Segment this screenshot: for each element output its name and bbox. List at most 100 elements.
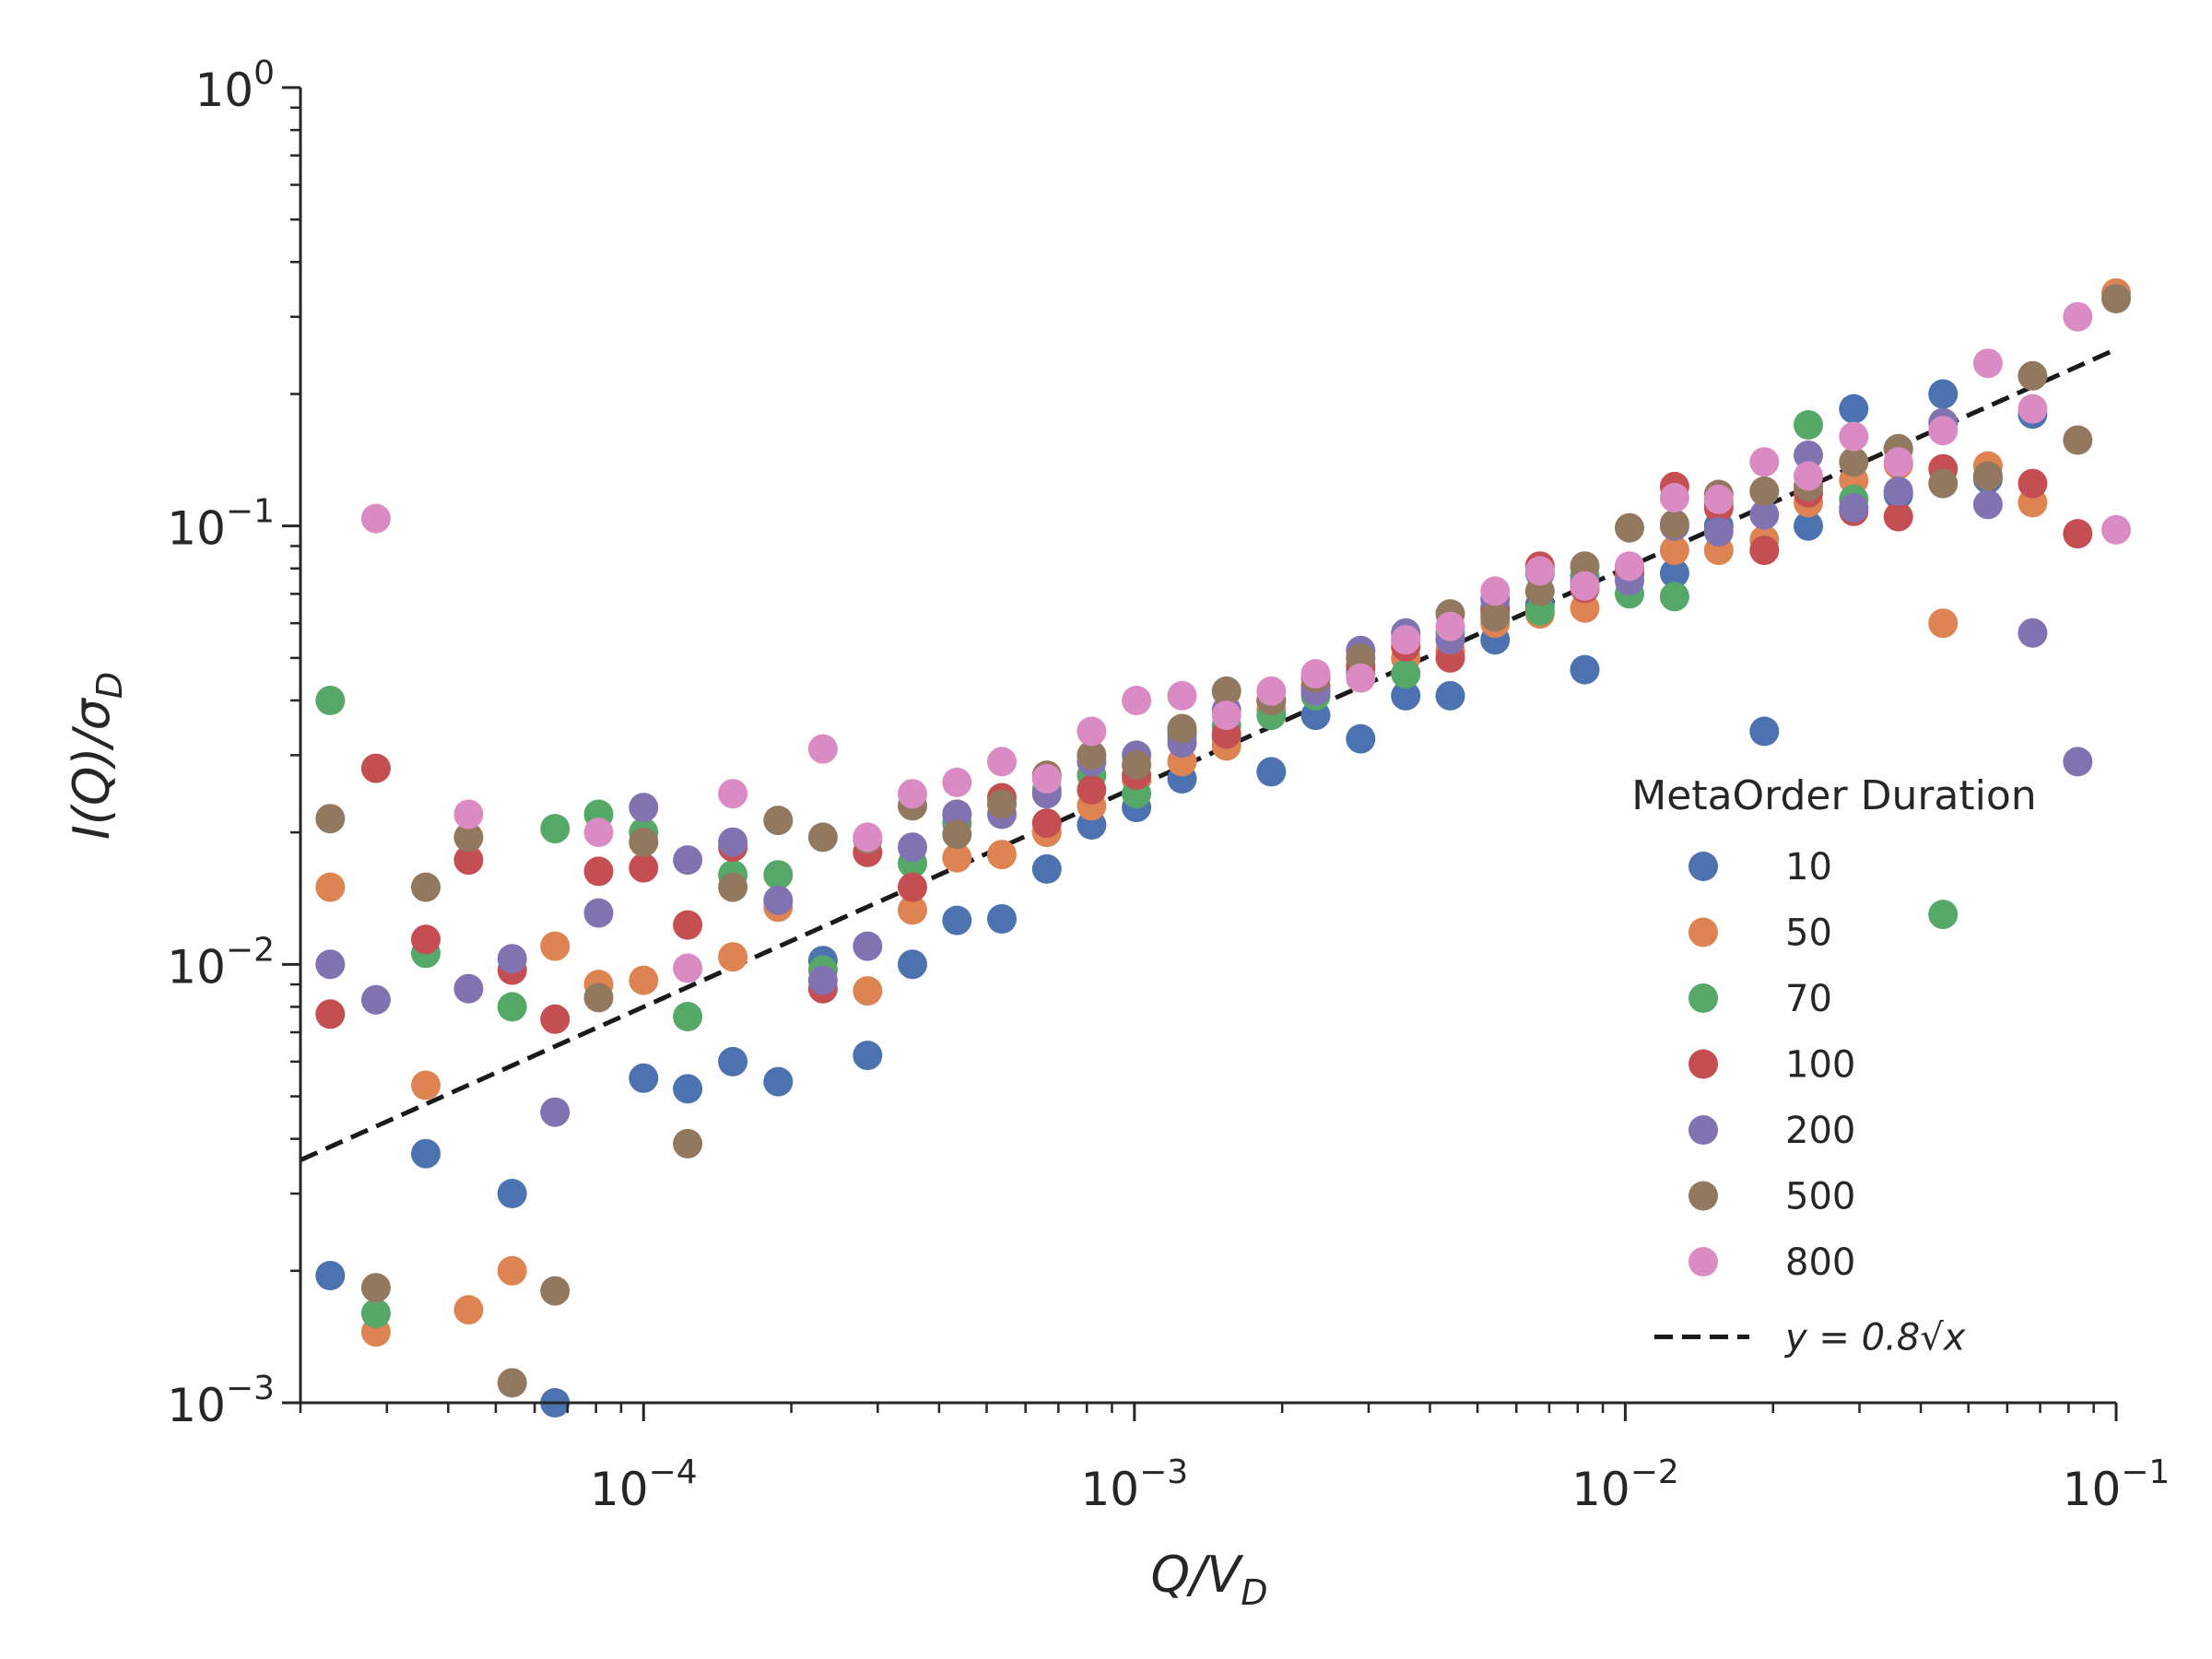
data-point	[360, 1273, 391, 1303]
x-tick-label: 10−3	[1080, 1453, 1188, 1516]
series-800	[360, 301, 2131, 983]
data-point	[453, 845, 484, 876]
data-point	[853, 1041, 883, 1071]
data-point	[673, 1128, 703, 1159]
data-point	[942, 905, 972, 935]
data-point	[1749, 500, 1780, 530]
data-point	[898, 832, 927, 863]
data-point	[540, 1004, 571, 1034]
data-point	[315, 804, 346, 834]
data-point	[853, 822, 883, 853]
data-point	[411, 1070, 441, 1100]
legend-items: 10 50 70 100 200 500 800 y = 0.8√x	[1654, 846, 1966, 1359]
data-point	[1524, 576, 1555, 606]
data-point	[360, 753, 391, 783]
data-point	[718, 942, 748, 972]
legend-marker	[1688, 917, 1718, 947]
legend-label: 70	[1785, 978, 1832, 1020]
legend-marker	[1688, 1115, 1718, 1145]
data-point	[1570, 571, 1600, 601]
legend-marker	[1688, 983, 1718, 1013]
data-point	[1972, 489, 2003, 520]
data-point	[1031, 764, 1062, 794]
data-point	[718, 779, 748, 809]
data-point	[1391, 659, 1421, 689]
data-point	[1659, 483, 1689, 512]
data-point	[1972, 348, 2003, 379]
data-point	[763, 1066, 794, 1097]
data-point	[987, 840, 1017, 870]
data-point	[673, 1074, 703, 1104]
data-point	[1749, 477, 1780, 506]
data-point	[718, 872, 748, 902]
data-point	[1615, 551, 1644, 582]
data-point	[315, 1261, 346, 1290]
data-point	[2018, 360, 2048, 391]
data-point	[1928, 608, 1959, 639]
legend-fit-label: y = 0.8√x	[1784, 1317, 1966, 1359]
data-point	[315, 999, 346, 1030]
data-point	[411, 872, 441, 902]
data-point	[1839, 493, 1869, 523]
data-point	[1524, 556, 1555, 586]
data-point	[1794, 440, 1823, 470]
data-point	[583, 898, 614, 928]
data-point	[1031, 853, 1062, 884]
data-point	[315, 686, 346, 715]
data-point	[1839, 447, 1869, 477]
data-point	[1659, 559, 1689, 588]
data-point	[987, 904, 1017, 934]
data-point	[898, 949, 927, 980]
data-point	[1391, 680, 1421, 711]
data-point	[1346, 724, 1376, 754]
data-point	[453, 799, 484, 830]
data-point	[763, 860, 794, 890]
data-point	[807, 734, 838, 764]
x-tick-label: 10−4	[590, 1453, 698, 1516]
legend-label: 200	[1785, 1110, 1855, 1152]
legend-marker	[1688, 1049, 1718, 1079]
data-point	[1167, 680, 1197, 711]
x-tick-label: 10−1	[2063, 1453, 2171, 1516]
data-point	[673, 910, 703, 940]
data-point	[360, 1298, 391, 1328]
data-point	[2101, 514, 2131, 545]
y-tick-label: 10−2	[167, 931, 275, 994]
data-point	[453, 973, 484, 1004]
data-point	[1794, 511, 1823, 541]
data-point	[629, 853, 659, 883]
data-point	[1659, 582, 1689, 612]
data-point	[1883, 447, 1913, 477]
data-point	[987, 789, 1017, 819]
data-point	[1077, 716, 1107, 747]
data-point	[718, 827, 748, 857]
data-point	[1435, 680, 1465, 711]
data-point	[453, 822, 484, 853]
data-point	[2018, 468, 2048, 499]
data-point	[497, 1179, 527, 1208]
data-point	[898, 779, 927, 809]
data-points-layer	[315, 277, 2131, 1418]
data-point	[1883, 501, 1913, 532]
data-point	[942, 842, 972, 873]
data-point	[898, 895, 927, 925]
data-point	[1928, 468, 1959, 499]
data-point	[2101, 284, 2131, 313]
data-point	[2063, 747, 2093, 777]
data-point	[898, 872, 927, 902]
axes-layer: 10−4 10−3 10−2 10−1 10−3 10−2 10−1 100	[167, 54, 2170, 1516]
x-tick-label: 10−2	[1571, 1453, 1679, 1516]
data-point	[807, 822, 838, 853]
data-point	[807, 965, 838, 995]
y-tick-label: 10−1	[167, 493, 275, 556]
data-point	[673, 953, 703, 983]
data-point	[1211, 700, 1241, 731]
data-point	[540, 1276, 571, 1306]
data-point	[1703, 517, 1734, 547]
data-point	[942, 767, 972, 797]
data-point	[1480, 602, 1511, 632]
data-point	[629, 793, 659, 823]
legend-label: 800	[1785, 1241, 1855, 1284]
data-point	[1749, 535, 1780, 566]
data-point	[411, 924, 441, 955]
